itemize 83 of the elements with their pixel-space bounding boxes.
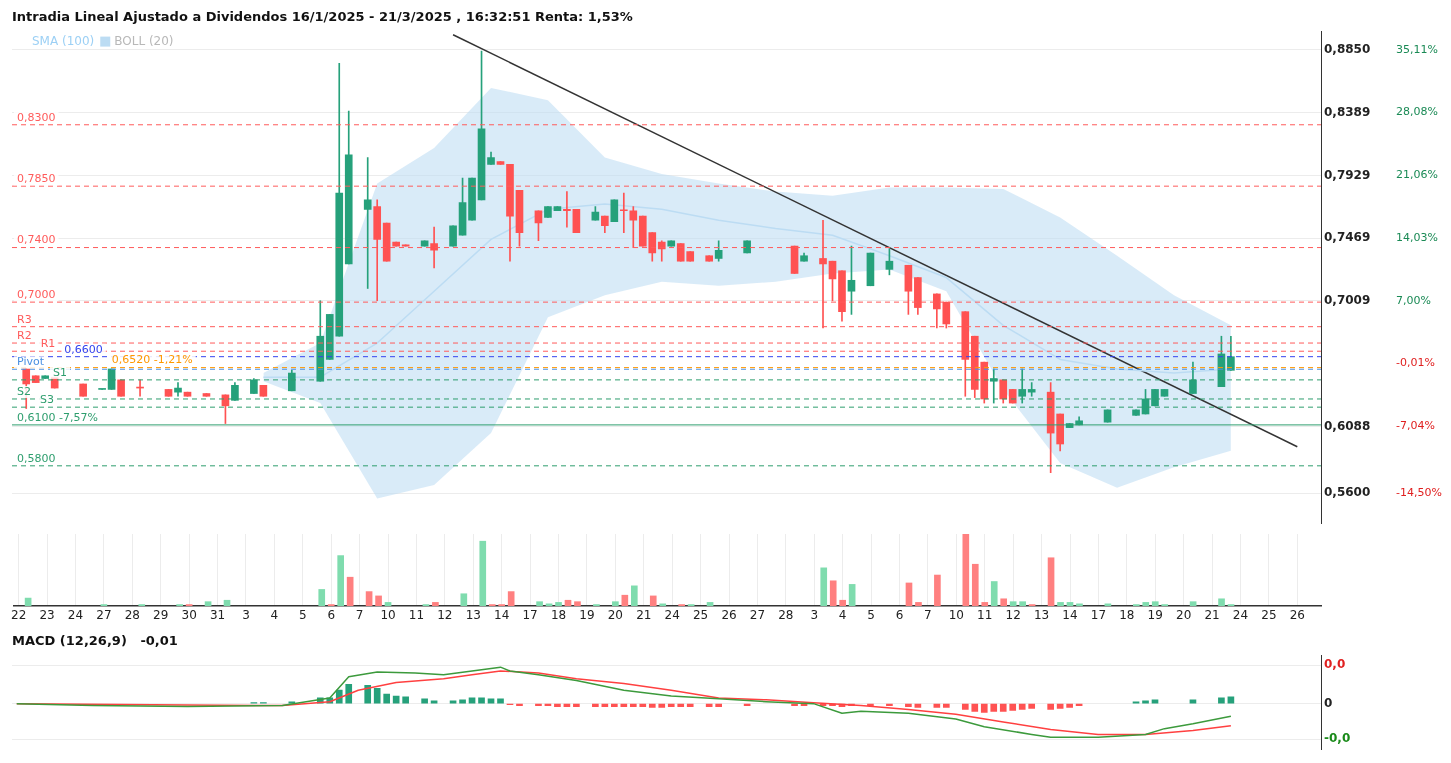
ref-line-label: Pivot bbox=[17, 355, 45, 369]
x-tick-label: 26 bbox=[1289, 608, 1305, 623]
x-tick-label: 19 bbox=[1147, 608, 1163, 623]
x-tick-label: 14 bbox=[1062, 608, 1078, 623]
x-tick-label: 29 bbox=[153, 608, 169, 623]
x-tick-label: 27 bbox=[749, 608, 766, 623]
x-tick-label: 26 bbox=[721, 608, 737, 623]
x-tick-label: 18 bbox=[550, 608, 567, 623]
y-tick-label: 0,5600 bbox=[1324, 485, 1371, 500]
ref-line-label: 0,6600 bbox=[64, 342, 103, 356]
x-tick-label: 25 bbox=[1261, 608, 1277, 623]
x-tick-label: 28 bbox=[778, 608, 794, 623]
y2-tick-label: 28,08% bbox=[1396, 105, 1438, 119]
x-tick-label: 4 bbox=[838, 608, 847, 623]
legend-label: BOLL (20) bbox=[114, 33, 174, 48]
x-tick-label: 13 bbox=[1033, 608, 1050, 623]
x-tick-label: 24 bbox=[664, 608, 680, 623]
ref-line-label: R2 bbox=[17, 328, 32, 342]
y2-tick-label: -7,04% bbox=[1396, 419, 1435, 433]
x-tick-label: 5 bbox=[867, 608, 875, 623]
y-tick-label: 0,0 bbox=[1324, 657, 1346, 672]
y2-tick-label: -14,50% bbox=[1396, 485, 1442, 499]
x-tick-label: 6 bbox=[327, 608, 336, 623]
x-tick-label: 22 bbox=[11, 608, 27, 623]
x-tick-label: 19 bbox=[579, 608, 595, 623]
x-tick-label: 3 bbox=[242, 608, 250, 623]
x-tick-label: 30 bbox=[181, 608, 197, 623]
y-tick-label: 0,7929 bbox=[1324, 167, 1371, 182]
ref-line-label: 0,8300 bbox=[17, 110, 56, 124]
ref-line-label: 0,5800 bbox=[17, 451, 56, 465]
x-tick-label: 31 bbox=[209, 608, 226, 623]
y-tick-label: 0,8850 bbox=[1324, 41, 1371, 56]
y-tick-label: 0,6088 bbox=[1324, 418, 1371, 433]
x-tick-label: 17 bbox=[1090, 608, 1107, 623]
ref-line-label: 0,7850 bbox=[17, 172, 56, 186]
x-tick-label: 24 bbox=[67, 608, 84, 623]
ref-line-label: S2 bbox=[17, 384, 31, 398]
x-tick-label: 6 bbox=[895, 608, 904, 623]
x-tick-label: 10 bbox=[948, 608, 964, 623]
ref-line-label: 0,7000 bbox=[17, 287, 56, 301]
x-tick-label: 20 bbox=[1176, 608, 1192, 623]
x-tick-label: 27 bbox=[96, 608, 112, 623]
y2-tick-label: 7,00% bbox=[1396, 293, 1431, 307]
ref-line-label: S3 bbox=[39, 393, 54, 407]
x-tick-label: 14 bbox=[494, 608, 510, 623]
x-tick-label: 12 bbox=[437, 608, 453, 623]
chart-title: Intradia Lineal Ajustado a Dividendos 16/1/2025 - 21/3/2025 , 16:32:51 Renta: 1,53% bbox=[12, 9, 633, 25]
x-tick-label: 18 bbox=[1119, 608, 1135, 623]
y-tick-label: 0 bbox=[1324, 695, 1333, 710]
x-tick-label: 25 bbox=[692, 608, 709, 623]
y-tick-label: 0,8389 bbox=[1324, 104, 1371, 119]
ref-line-label: S1 bbox=[53, 365, 67, 379]
x-tick-label: 10 bbox=[380, 608, 396, 623]
x-tick-label: 20 bbox=[607, 608, 623, 623]
y2-tick-label: 14,03% bbox=[1396, 231, 1438, 245]
x-tick-label: 7 bbox=[355, 608, 364, 623]
y2-tick-label: -0,01% bbox=[1396, 356, 1435, 370]
x-tick-label: 4 bbox=[270, 608, 279, 623]
x-tick-label: 28 bbox=[124, 608, 140, 623]
chart-title: MACD (12,26,9) -0,01 bbox=[12, 633, 178, 649]
y2-tick-label: 35,11% bbox=[1396, 42, 1438, 56]
x-tick-label: 11 bbox=[977, 608, 993, 623]
ref-line-label: 0,7400 bbox=[17, 233, 56, 247]
ref-line-label: R1 bbox=[40, 337, 56, 351]
x-tick-label: 21 bbox=[636, 608, 652, 623]
annotation: SMA (100) bbox=[32, 33, 95, 48]
x-tick-label: 23 bbox=[39, 608, 55, 623]
x-tick-label: 13 bbox=[465, 608, 481, 623]
x-tick-label: 24 bbox=[1232, 608, 1249, 623]
x-tick-label: 3 bbox=[810, 608, 819, 623]
x-tick-label: 5 bbox=[298, 608, 307, 623]
y-tick-label: 0,7009 bbox=[1324, 293, 1371, 308]
y-tick-label: -0,0 bbox=[1324, 731, 1351, 746]
x-tick-label: 21 bbox=[1204, 608, 1220, 623]
x-tick-label: 11 bbox=[408, 608, 425, 623]
ref-line-label: R3 bbox=[17, 312, 32, 326]
y-tick-label: 0,7469 bbox=[1324, 230, 1371, 245]
x-tick-label: 7 bbox=[924, 608, 932, 623]
x-tick-label: 17 bbox=[522, 608, 538, 623]
ref-line-label: 0,6520 -1,21% bbox=[111, 353, 193, 367]
ref-line-label: 0,6100 -7,57% bbox=[17, 410, 98, 424]
x-tick-label: 12 bbox=[1005, 608, 1021, 623]
y2-tick-label: 21,06% bbox=[1396, 168, 1438, 182]
